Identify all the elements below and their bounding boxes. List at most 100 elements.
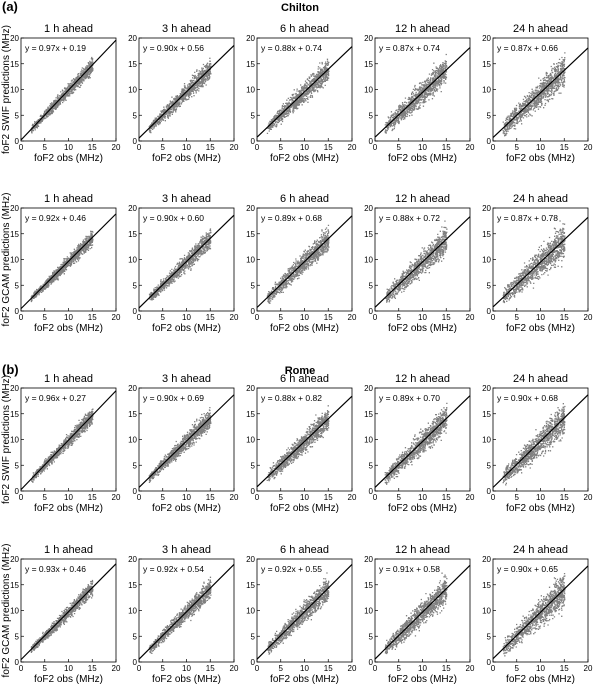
y-tick-label: 0 [369, 658, 374, 667]
x-tick-label: 20 [112, 493, 121, 502]
regression-line [256, 395, 353, 488]
y-tick-label: 5 [487, 111, 492, 120]
x-tick-label: 15 [88, 313, 97, 322]
fit-equation: y = 0.90x + 0.68 [497, 393, 558, 403]
scatter-panel: 24 h ahead y = 0.90x + 0.68 0 5 10 15 20 0 5 10 15… [482, 373, 593, 514]
y-tick-label: 5 [369, 632, 374, 641]
y-tick-label: 10 [128, 86, 137, 95]
x-tick-label: 15 [442, 493, 451, 502]
regression-line [20, 563, 117, 661]
y-tick-label: 15 [364, 230, 373, 239]
y-tick-label: 5 [487, 632, 492, 641]
scatter-points [30, 56, 94, 134]
x-tick-label: 10 [418, 143, 427, 152]
regression-line [138, 214, 235, 309]
y-tick-label: 0 [487, 137, 492, 146]
x-tick-label: 10 [182, 664, 191, 673]
x-tick-label: 0 [373, 313, 378, 322]
y-tick-label: 20 [364, 384, 373, 393]
x-tick-label: 10 [182, 313, 191, 322]
x-tick-label: 0 [491, 143, 496, 152]
y-tick-label: 5 [251, 632, 256, 641]
scatter-points [266, 58, 330, 135]
scatter-panel: 12 h ahead y = 0.91x + 0.58 0 5 10 15 20 0 5 10 15… [364, 544, 475, 685]
y-tick-label: 0 [369, 307, 374, 316]
y-tick-label: 20 [10, 34, 19, 43]
x-axis-label: foF2 obs (MHz) [34, 674, 103, 685]
y-tick-label: 15 [482, 60, 491, 69]
y-axis-label: foF2 SWIF predictions (MHz) [1, 375, 12, 504]
x-tick-label: 15 [560, 493, 569, 502]
y-tick-label: 20 [128, 555, 137, 564]
column-title: 24 h ahead [513, 193, 568, 205]
y-tick-label: 0 [133, 137, 138, 146]
x-tick-label: 20 [584, 664, 593, 673]
scatter-panel: 12 h ahead y = 0.87x + 0.74 0 5 10 15 20 0 5 10 15… [364, 23, 475, 164]
x-tick-label: 10 [300, 664, 309, 673]
y-tick-label: 5 [15, 281, 20, 290]
scatter-panel: 24 h ahead y = 0.90x + 0.65 0 5 10 15 20 0 5 10 15… [482, 544, 593, 685]
y-tick-label: 5 [369, 111, 374, 120]
x-tick-label: 10 [536, 493, 545, 502]
scatter-panel: 3 h ahead y = 0.92x + 0.54 0 5 10 15 20 0 5 10 15 2… [128, 544, 239, 685]
x-tick-label: 15 [324, 313, 333, 322]
x-axis-label: foF2 obs (MHz) [270, 153, 339, 164]
scatter-panel: 6 h ahead y = 0.88x + 0.74 0 5 10 15 20 0 5 10 15 2… [246, 23, 357, 164]
y-axis-label: foF2 GCAM predictions (MHz) [1, 544, 12, 678]
x-tick-label: 20 [466, 313, 475, 322]
y-tick-label: 20 [482, 384, 491, 393]
x-tick-label: 0 [373, 493, 378, 502]
y-tick-label: 15 [10, 230, 19, 239]
y-tick-label: 5 [487, 281, 492, 290]
x-tick-label: 15 [560, 313, 569, 322]
y-tick-label: 15 [128, 230, 137, 239]
y-tick-label: 5 [251, 111, 256, 120]
y-tick-label: 20 [246, 384, 255, 393]
column-title: 1 h ahead [44, 373, 93, 385]
x-tick-label: 20 [230, 143, 239, 152]
x-tick-label: 15 [324, 664, 333, 673]
fit-equation: y = 0.87x + 0.66 [497, 43, 558, 53]
x-tick-label: 5 [43, 143, 48, 152]
scatter-panel: 6 h ahead y = 0.92x + 0.55 0 5 10 15 20 0 5 10 15 2… [246, 544, 357, 685]
column-title: 1 h ahead [44, 544, 93, 556]
x-tick-label: 15 [442, 313, 451, 322]
regression-line [138, 564, 235, 660]
fit-equation: y = 0.91x + 0.58 [379, 564, 440, 574]
y-tick-label: 15 [482, 230, 491, 239]
column-title: 12 h ahead [395, 373, 450, 385]
y-tick-label: 20 [246, 204, 255, 213]
x-tick-label: 0 [255, 143, 260, 152]
column-title: 12 h ahead [395, 193, 450, 205]
x-tick-label: 20 [230, 493, 239, 502]
x-tick-label: 5 [515, 664, 520, 673]
x-axis-label: foF2 obs (MHz) [388, 153, 457, 164]
x-axis-label: foF2 obs (MHz) [152, 323, 221, 334]
x-tick-label: 10 [536, 664, 545, 673]
y-tick-label: 10 [364, 436, 373, 445]
y-tick-label: 20 [246, 34, 255, 43]
y-tick-label: 0 [251, 658, 256, 667]
station-title: Chilton [281, 2, 319, 14]
scatter-panel: 24 h ahead y = 0.87x + 0.66 0 5 10 15 20 0 5 10 15… [482, 23, 593, 164]
x-tick-label: 0 [19, 664, 24, 673]
regression-line [492, 47, 589, 139]
y-tick-label: 15 [128, 410, 137, 419]
y-tick-label: 15 [364, 581, 373, 590]
x-tick-label: 20 [348, 313, 357, 322]
fit-equation: y = 0.89x + 0.70 [379, 393, 440, 403]
y-tick-label: 0 [369, 137, 374, 146]
fit-equation: y = 0.96x + 0.27 [25, 393, 86, 403]
fit-equation: y = 0.90x + 0.65 [497, 564, 558, 574]
scatter-panel: 12 h ahead y = 0.88x + 0.72 0 5 10 15 20 0 5 10 15… [364, 193, 475, 334]
x-tick-label: 10 [300, 143, 309, 152]
y-tick-label: 15 [482, 410, 491, 419]
x-tick-label: 0 [491, 313, 496, 322]
regression-line [492, 216, 589, 308]
fit-equation: y = 0.93x + 0.46 [25, 564, 86, 574]
y-tick-label: 20 [128, 204, 137, 213]
y-tick-label: 0 [487, 307, 492, 316]
x-tick-label: 10 [64, 664, 73, 673]
regression-line [492, 565, 589, 660]
y-tick-label: 20 [246, 555, 255, 564]
